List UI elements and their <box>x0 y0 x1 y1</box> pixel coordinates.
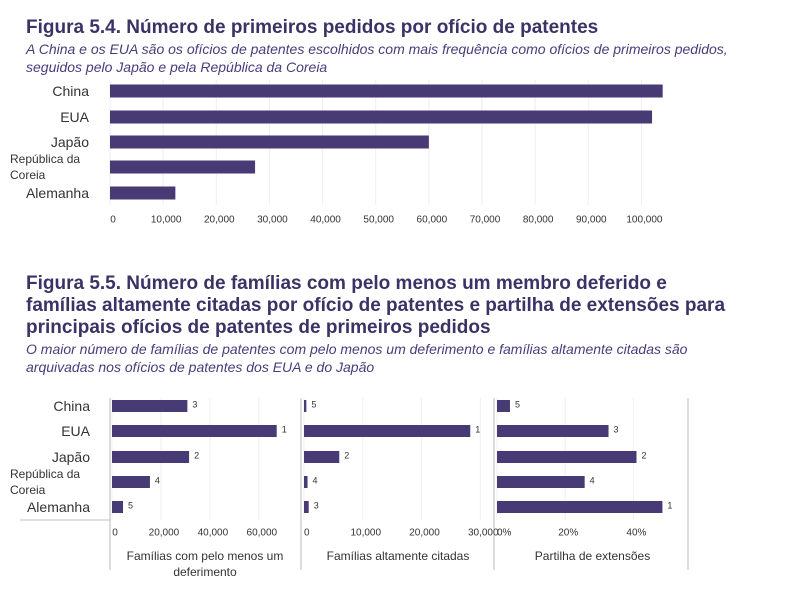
category-label: República da Coreia <box>10 150 89 184</box>
category-label-text: EUA <box>61 423 90 439</box>
rank-label: 4 <box>155 475 160 485</box>
category-label-text: Japão <box>50 134 89 150</box>
category-label: Alemanha <box>10 176 89 210</box>
category-label: Japão <box>10 125 89 159</box>
bar <box>110 110 653 124</box>
figure-subtitle: O maior número de famílias de patentes c… <box>26 341 688 375</box>
x-tick-label: 20,000 <box>204 215 235 226</box>
category-label-text: China <box>53 398 90 414</box>
bar <box>112 501 124 513</box>
x-tick-label: 30,000 <box>468 528 499 539</box>
bar <box>112 476 150 488</box>
rank-label: 4 <box>590 475 595 485</box>
x-tick-label: 20% <box>558 528 578 539</box>
x-tick-label: 0% <box>497 528 512 539</box>
category-label-text: República da Coreia <box>10 467 81 497</box>
figure-subtitle: A China e os EUA são os ofícios de paten… <box>26 41 728 75</box>
x-tick-label: 30,000 <box>257 215 288 226</box>
figure-title: Figura 5.4. Número de primeiros pedidos … <box>26 17 599 38</box>
x-tick-label: 20,000 <box>149 528 180 539</box>
x-tick-label: 20,000 <box>409 528 440 539</box>
x-tick-label: 40,000 <box>310 215 341 226</box>
category-label-text: EUA <box>60 109 89 125</box>
bar <box>497 400 510 412</box>
rank-label: 4 <box>313 475 318 485</box>
x-tick-label: 40,000 <box>198 528 229 539</box>
x-tick-label: 0 <box>110 215 116 226</box>
figure-title: Figura 5.5. Número de famílias com pelo … <box>26 273 726 338</box>
category-label-text: República da Coreia <box>10 152 81 182</box>
rank-label: 1 <box>667 500 672 510</box>
x-tick-label: 0 <box>304 528 310 539</box>
category-label: Alemanha <box>10 490 90 524</box>
bar <box>304 425 471 437</box>
x-axis-label: Famílias com pelo menos um deferimento <box>126 549 284 579</box>
category-label: EUA <box>10 100 89 134</box>
bar <box>112 451 190 463</box>
category-label-text: Alemanha <box>26 499 90 515</box>
rank-label: 2 <box>344 450 349 460</box>
x-tick-label: 80,000 <box>523 215 554 226</box>
rank-label: 1 <box>475 424 480 434</box>
x-tick-label: 50,000 <box>363 215 394 226</box>
rank-label: 3 <box>314 500 319 510</box>
category-label: China <box>10 74 89 108</box>
bar <box>112 400 188 412</box>
bar <box>497 476 585 488</box>
bar <box>497 451 637 463</box>
rank-label: 5 <box>311 399 316 409</box>
bar <box>110 160 256 174</box>
bar <box>110 135 429 149</box>
rank-label: 5 <box>128 500 133 510</box>
bar <box>304 476 308 488</box>
bar <box>112 425 277 437</box>
x-tick-label: 10,000 <box>350 528 381 539</box>
x-tick-label: 90,000 <box>576 215 607 226</box>
bar <box>497 501 663 513</box>
category-label: República da Coreia <box>10 465 90 499</box>
category-label: China <box>10 389 90 423</box>
rank-label: 3 <box>614 424 619 434</box>
bar <box>304 400 307 412</box>
rank-label: 2 <box>641 450 646 460</box>
category-label: Japão <box>10 440 90 474</box>
category-label-text: China <box>52 83 89 99</box>
bar <box>304 501 309 513</box>
x-tick-label: 10,000 <box>151 215 182 226</box>
x-axis-label: Partilha de extensões <box>534 549 651 563</box>
x-tick-label: 40% <box>626 528 646 539</box>
rank-label: 5 <box>515 399 520 409</box>
bar <box>110 84 663 98</box>
x-tick-label: 60,000 <box>417 215 448 226</box>
rank-label: 1 <box>282 424 287 434</box>
rank-label: 2 <box>194 450 199 460</box>
bar <box>497 425 609 437</box>
x-axis-label: Famílias altamente citadas <box>326 549 470 563</box>
x-tick-label: 70,000 <box>470 215 501 226</box>
bar <box>304 451 340 463</box>
category-label: EUA <box>10 414 90 448</box>
rank-label: 3 <box>192 399 197 409</box>
x-tick-label: 100,000 <box>626 215 663 226</box>
category-label-text: Alemanha <box>25 185 89 201</box>
x-tick-label: 60,000 <box>247 528 278 539</box>
bar <box>110 186 176 200</box>
x-tick-label: 0 <box>112 528 118 539</box>
category-label-text: Japão <box>51 449 90 465</box>
